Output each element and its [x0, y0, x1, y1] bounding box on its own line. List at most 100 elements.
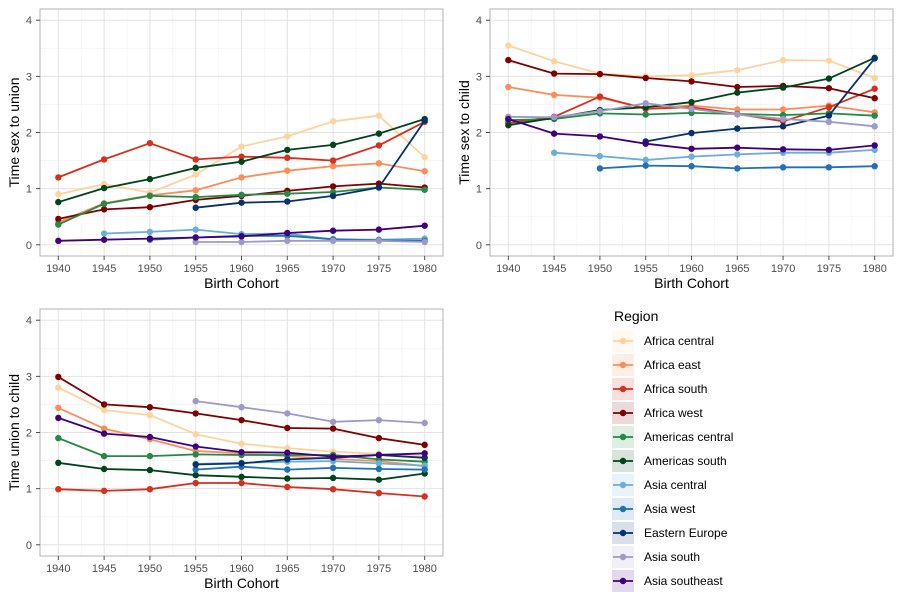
data-point — [192, 461, 199, 468]
data-point — [421, 186, 428, 193]
x-axis-title: Birth Cohort — [204, 575, 279, 591]
data-point — [146, 404, 154, 411]
data-point — [779, 164, 787, 171]
data-point — [284, 133, 291, 140]
data-point — [192, 471, 199, 479]
data-point — [146, 433, 154, 441]
x-tick-label: 1965 — [275, 263, 299, 275]
data-point — [688, 153, 695, 160]
data-point — [329, 453, 337, 460]
data-point — [329, 141, 337, 149]
data-point — [238, 416, 245, 424]
series-americas-central — [55, 184, 428, 228]
data-point — [421, 466, 428, 473]
data-point — [55, 191, 62, 198]
legend-item-americas-south: Americas south — [612, 450, 727, 472]
legend-item-asia-south: Asia south — [612, 546, 700, 568]
data-point — [505, 56, 512, 64]
data-point — [55, 198, 62, 206]
legend-label: Americas central — [644, 430, 733, 444]
series-africa-west — [505, 56, 878, 102]
data-point — [421, 117, 428, 124]
data-point — [375, 416, 383, 424]
legend-key-point — [619, 529, 627, 537]
data-point — [238, 440, 245, 447]
data-point — [284, 146, 291, 154]
legend-item-africa-central: Africa central — [612, 330, 714, 352]
data-point — [55, 215, 62, 223]
data-point — [238, 238, 245, 246]
data-point — [329, 464, 337, 472]
legend-key-point — [619, 457, 627, 465]
data-point — [871, 55, 878, 62]
series-africa-west — [55, 373, 428, 449]
data-point — [642, 156, 649, 164]
data-point — [55, 459, 62, 467]
data-point — [146, 192, 154, 200]
data-point — [329, 118, 337, 125]
data-point — [596, 165, 604, 172]
data-point — [688, 98, 695, 106]
x-tick-label: 1965 — [725, 263, 749, 275]
data-point — [238, 479, 245, 487]
x-axis-title: Birth Cohort — [654, 275, 729, 291]
data-point — [192, 430, 199, 438]
x-tick-label: 1945 — [92, 263, 116, 275]
data-point — [192, 164, 199, 172]
data-point — [100, 425, 108, 432]
x-tick-label: 1965 — [275, 563, 299, 575]
data-point — [871, 112, 878, 119]
data-point — [871, 74, 878, 82]
data-point — [375, 465, 383, 473]
x-tick-label: 1945 — [92, 563, 116, 575]
y-tick-label: 3 — [476, 71, 482, 83]
data-point — [192, 204, 199, 211]
data-point — [642, 111, 649, 118]
y-tick-label: 4 — [26, 315, 32, 327]
series-africa-central — [505, 42, 878, 82]
data-point — [329, 192, 337, 200]
data-point — [238, 473, 245, 481]
data-point — [55, 384, 62, 391]
data-point — [192, 466, 199, 473]
x-tick-label: 1975 — [367, 563, 391, 575]
y-tick-label: 3 — [26, 71, 32, 83]
data-point — [421, 154, 428, 161]
data-point — [238, 191, 245, 199]
data-point — [375, 489, 383, 497]
y-tick-label: 0 — [26, 540, 32, 552]
legend-label: Africa central — [644, 334, 714, 348]
data-point — [421, 450, 428, 457]
data-point — [329, 162, 337, 170]
data-point — [871, 95, 878, 102]
series-line — [195, 239, 425, 243]
x-axis-title: Birth Cohort — [204, 275, 279, 291]
data-point — [825, 118, 833, 126]
major-grid — [40, 9, 443, 256]
data-point — [329, 237, 337, 245]
data-point — [238, 158, 245, 165]
data-point — [596, 107, 604, 115]
data-point — [375, 434, 383, 442]
data-point — [871, 146, 878, 154]
data-point — [550, 58, 558, 65]
data-point — [375, 226, 383, 233]
y-tick-label: 4 — [476, 15, 482, 27]
data-point — [825, 57, 833, 64]
legend-key-point — [619, 361, 627, 369]
y-tick-label: 2 — [26, 428, 32, 440]
x-tick-label: 1970 — [771, 263, 795, 275]
data-point — [642, 162, 649, 169]
data-point — [871, 123, 878, 130]
legend-key-point — [619, 505, 627, 513]
x-tick-label: 1980 — [862, 263, 886, 275]
panel-2: 0 1 2 3 4 1940 1945 1950 1955 1960 1965 1970 1975 198… — [456, 8, 894, 291]
data-point — [55, 414, 62, 422]
series-line — [195, 465, 425, 471]
legend-label: Africa south — [644, 382, 707, 396]
x-tick-label: 1975 — [817, 263, 841, 275]
x-tick-label: 1950 — [138, 263, 162, 275]
data-point — [192, 226, 199, 233]
data-point — [100, 230, 108, 237]
data-point — [825, 146, 833, 154]
